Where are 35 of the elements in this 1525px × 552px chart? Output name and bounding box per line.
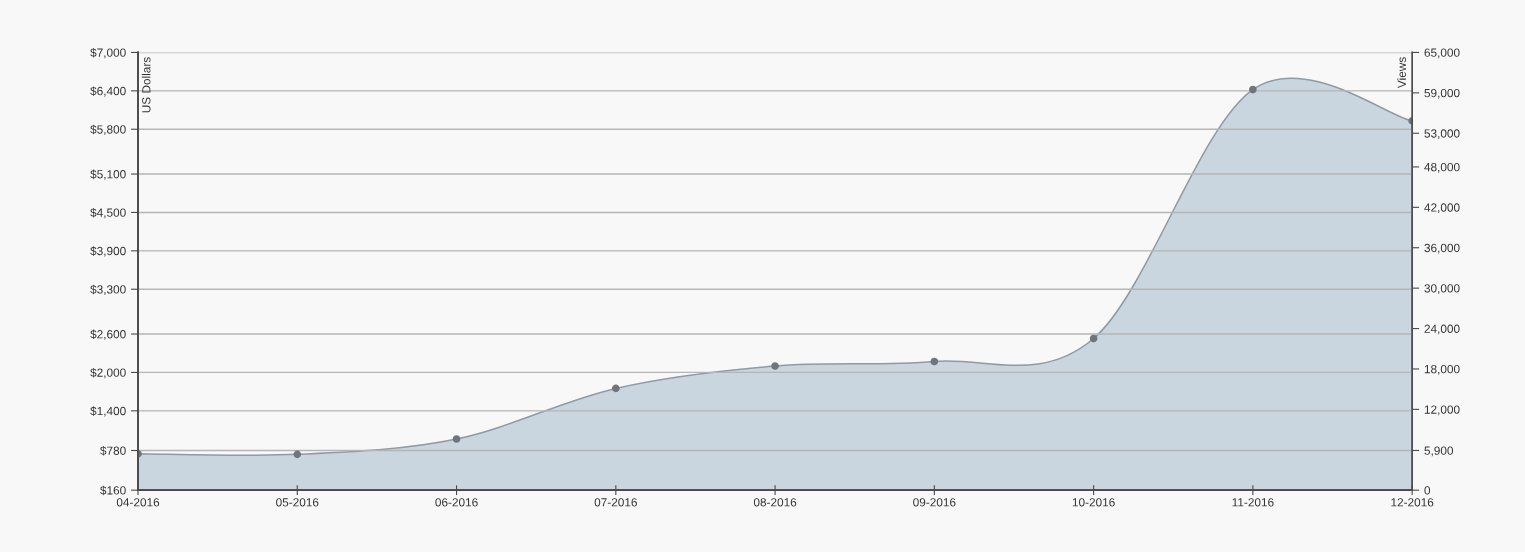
y-tick-label: $3,300 [90,284,126,296]
y2-tick-label: 0 [1424,486,1431,495]
y2-tick-label: 18,000 [1424,364,1460,375]
y-tick-label: $5,100 [90,169,126,180]
y2-tick-label: 24,000 [1424,324,1460,335]
y2-tick-label: 48,000 [1424,162,1460,173]
y-tick-label: $160 [100,485,126,496]
x-tick-label: 12-2016 [1391,498,1434,507]
y-tick-label: $5,800 [90,124,126,136]
y-tick-label: $3,900 [90,246,126,257]
y2-axis-title: Views [1397,57,1406,89]
y-tick-label: $7,000 [90,47,126,59]
x-tick-label: 10-2016 [1072,498,1115,507]
y-tick-label: $4,500 [90,207,126,219]
y-tick-label: $2,000 [90,367,126,379]
y2-tick-label: 53,000 [1424,129,1460,140]
y-tick-label: $1,400 [90,406,126,417]
y-tick-label: $780 [100,446,126,456]
x-tick-label: 06-2016 [435,498,478,507]
y2-tick-label: 12,000 [1424,405,1460,416]
y-tick-label: $6,400 [90,86,126,97]
y2-tick-label: 42,000 [1424,203,1460,214]
y2-tick-label: 5,900 [1424,446,1454,457]
y-tick-label: $2,600 [90,329,126,340]
x-tick-label: 04-2016 [116,498,160,507]
y2-tick-label: 30,000 [1424,284,1460,294]
x-tick-label: 11-2016 [1232,498,1274,507]
x-tick-label: 07-2016 [594,498,637,507]
y2-tick-label: 59,000 [1424,88,1460,99]
y2-tick-label: 36,000 [1424,243,1460,254]
y2-tick-label: 65,000 [1424,48,1460,59]
x-tick-label: 09-2016 [913,498,956,507]
x-tick-label: 08-2016 [753,498,797,507]
x-tick-label: 05-2016 [276,498,319,507]
y-axis-title: US Dollars [141,57,151,113]
